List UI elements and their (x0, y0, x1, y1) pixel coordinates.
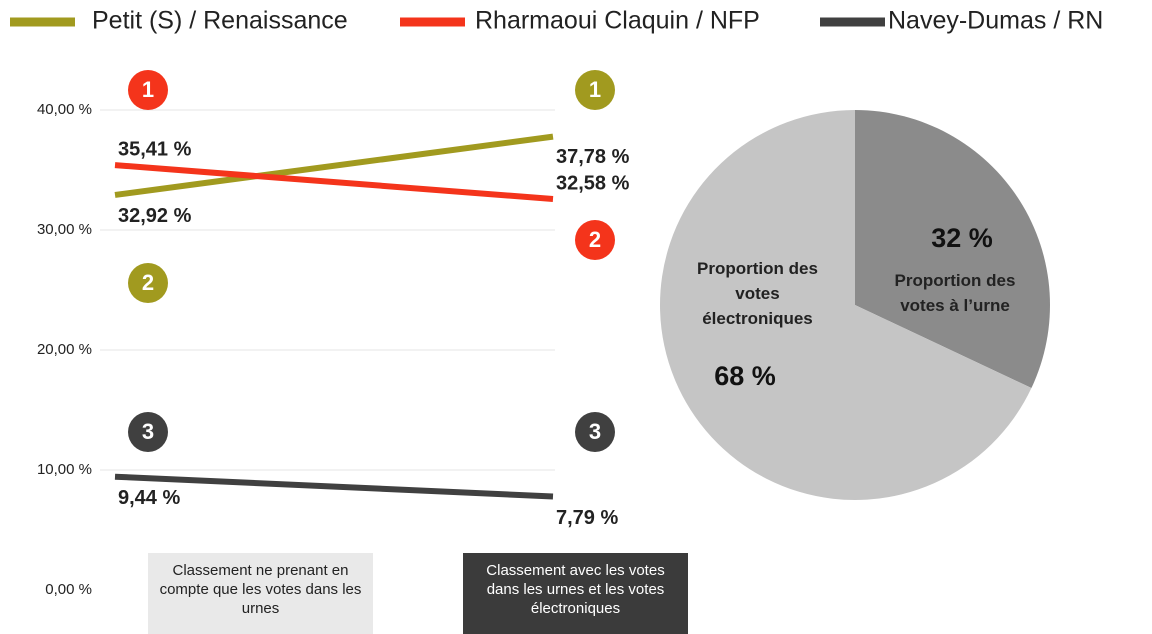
rank-label: 1 (142, 77, 154, 102)
line-series (114, 473, 554, 500)
y-tick-label: 20,00 % (37, 341, 92, 358)
rank-badge (575, 412, 615, 452)
pie-slice (660, 110, 1032, 500)
rank-label: 1 (589, 77, 601, 102)
value-label: 37,78 % (556, 146, 630, 168)
value-label: 7,79 % (556, 507, 618, 529)
x-category-label: Classement avec les votes dans les urnes… (463, 553, 688, 634)
rank-label: 3 (589, 419, 601, 444)
rank-label: 2 (142, 270, 154, 295)
pie-category-label: Proportion des votes électroniques (697, 259, 818, 328)
value-label: 35,41 % (118, 138, 192, 160)
pie-value-label: 68 % (714, 361, 776, 391)
rank-label: 3 (142, 419, 154, 444)
pie-slice (855, 110, 1050, 389)
line-series (114, 162, 554, 203)
value-label: 32,92 % (118, 205, 192, 227)
value-label: 9,44 % (118, 487, 180, 509)
legend-label: Petit (S) / Renaissance (92, 7, 348, 35)
line-series (114, 133, 554, 198)
y-tick-label: 40,00 % (37, 101, 92, 118)
rank-badge (128, 70, 168, 110)
x-category-label: Classement ne prenant en compte que les … (148, 553, 373, 634)
pie-value-label: 32 % (931, 223, 993, 253)
rank-badge (575, 220, 615, 260)
rank-badge (575, 70, 615, 110)
legend-label: Navey-Dumas / RN (888, 7, 1103, 35)
pie-category-label: Proportion des votes à l’urne (894, 271, 1016, 315)
y-tick-label: 0,00 % (45, 581, 92, 598)
legend-label: Rharmaoui Claquin / NFP (475, 7, 760, 35)
y-tick-label: 10,00 % (37, 461, 92, 478)
rank-badge (128, 263, 168, 303)
rank-label: 2 (589, 227, 601, 252)
y-tick-label: 30,00 % (37, 221, 92, 238)
rank-badge (128, 412, 168, 452)
value-label: 32,58 % (556, 172, 630, 194)
